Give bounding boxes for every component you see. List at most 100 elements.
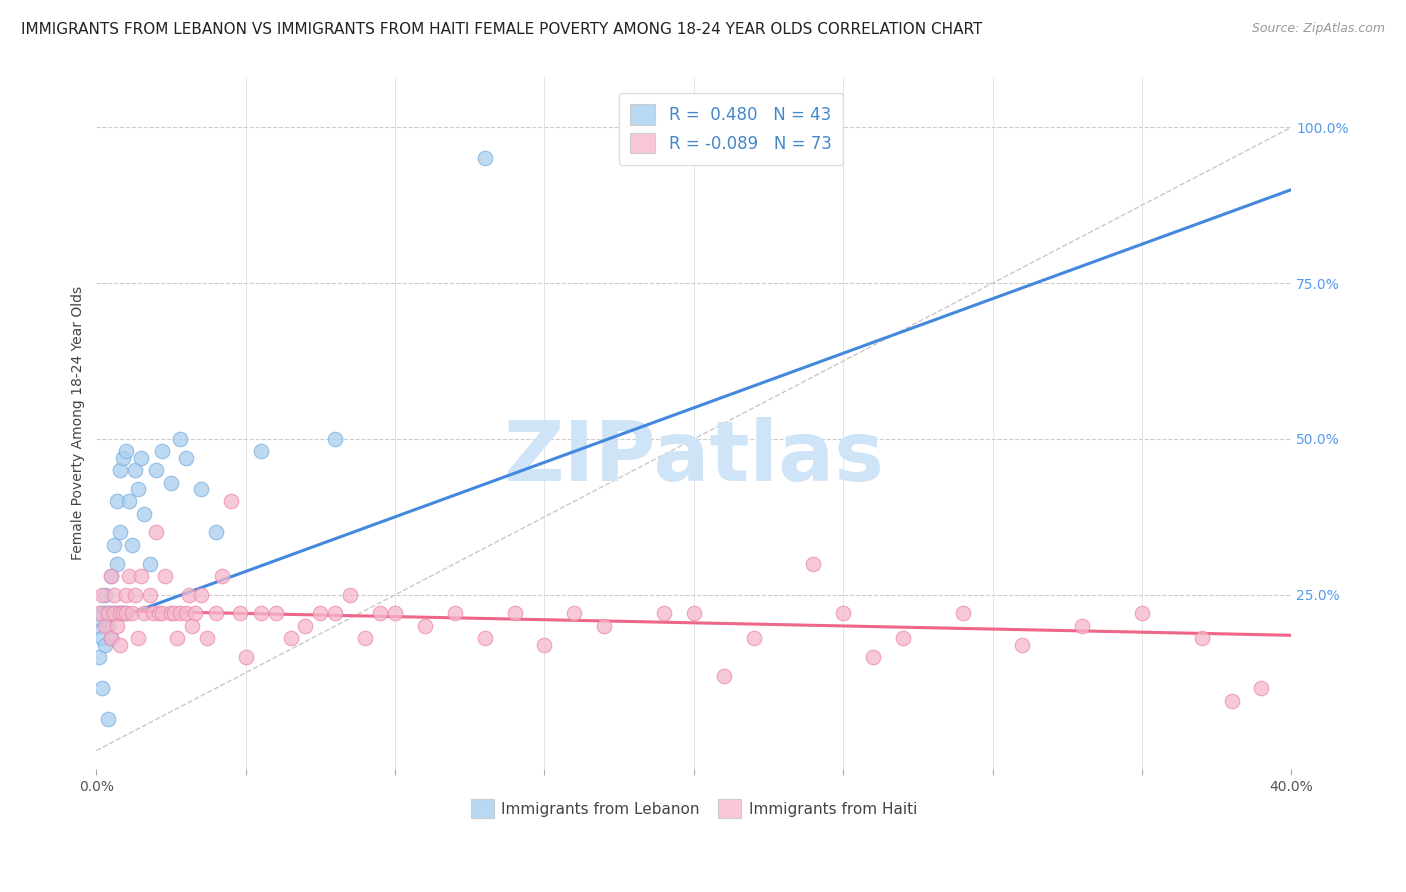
Point — [91, 588, 114, 602]
Point — [205, 525, 228, 540]
Point — [280, 632, 302, 646]
Point — [862, 650, 884, 665]
Point — [1071, 619, 1094, 633]
Point — [91, 607, 114, 621]
Point — [110, 607, 132, 621]
Point — [325, 432, 347, 446]
Point — [129, 450, 152, 465]
Point — [593, 619, 616, 633]
Y-axis label: Female Poverty Among 18-24 Year Olds: Female Poverty Among 18-24 Year Olds — [72, 286, 86, 560]
Point — [1130, 607, 1153, 621]
Point — [115, 444, 138, 458]
Point — [112, 607, 135, 621]
Point — [118, 569, 141, 583]
Point — [127, 632, 149, 646]
Point — [103, 588, 125, 602]
Point — [105, 494, 128, 508]
Point — [474, 152, 496, 166]
Point — [160, 475, 183, 490]
Point — [100, 632, 122, 646]
Point — [1191, 632, 1213, 646]
Point — [368, 607, 391, 621]
Point — [169, 432, 191, 446]
Point — [148, 607, 170, 621]
Point — [190, 482, 212, 496]
Point — [115, 607, 138, 621]
Point — [91, 632, 114, 646]
Point — [89, 650, 111, 665]
Point — [1250, 681, 1272, 696]
Point — [384, 607, 406, 621]
Point — [163, 607, 186, 621]
Point — [174, 450, 197, 465]
Point — [124, 463, 146, 477]
Point — [110, 463, 132, 477]
Point — [115, 607, 138, 621]
Point — [195, 632, 218, 646]
Point — [211, 569, 233, 583]
Point — [169, 607, 191, 621]
Point — [121, 538, 143, 552]
Point — [205, 607, 228, 621]
Point — [354, 632, 377, 646]
Point — [533, 638, 555, 652]
Point — [105, 607, 128, 621]
Point — [97, 619, 120, 633]
Point — [166, 632, 188, 646]
Point — [177, 588, 200, 602]
Point — [103, 607, 125, 621]
Point — [1011, 638, 1033, 652]
Point — [153, 569, 176, 583]
Point — [110, 638, 132, 652]
Point — [832, 607, 855, 621]
Point — [105, 619, 128, 633]
Point — [309, 607, 332, 621]
Point — [103, 538, 125, 552]
Point — [100, 607, 122, 621]
Point — [94, 619, 117, 633]
Point — [181, 619, 204, 633]
Point — [1220, 694, 1243, 708]
Text: ZIPatlas: ZIPatlas — [503, 417, 884, 499]
Point — [91, 681, 114, 696]
Point — [742, 632, 765, 646]
Point — [94, 638, 117, 652]
Point — [652, 607, 675, 621]
Text: Source: ZipAtlas.com: Source: ZipAtlas.com — [1251, 22, 1385, 36]
Point — [444, 607, 467, 621]
Point — [134, 607, 156, 621]
Point — [145, 463, 167, 477]
Legend: Immigrants from Lebanon, Immigrants from Haiti: Immigrants from Lebanon, Immigrants from… — [464, 793, 924, 824]
Point — [124, 588, 146, 602]
Point — [142, 607, 165, 621]
Point — [115, 588, 138, 602]
Point — [682, 607, 704, 621]
Point — [713, 669, 735, 683]
Point — [339, 588, 361, 602]
Point — [474, 632, 496, 646]
Point — [94, 607, 117, 621]
Point — [127, 482, 149, 496]
Point — [105, 557, 128, 571]
Point — [801, 557, 824, 571]
Point — [139, 588, 162, 602]
Point — [100, 632, 122, 646]
Point — [184, 607, 207, 621]
Point — [190, 588, 212, 602]
Point — [97, 607, 120, 621]
Point — [118, 494, 141, 508]
Point — [110, 607, 132, 621]
Point — [952, 607, 974, 621]
Point — [160, 607, 183, 621]
Point — [249, 444, 271, 458]
Point — [121, 607, 143, 621]
Point — [264, 607, 287, 621]
Point — [325, 607, 347, 621]
Point — [174, 607, 197, 621]
Point — [139, 557, 162, 571]
Point — [89, 619, 111, 633]
Point — [100, 569, 122, 583]
Point — [150, 607, 173, 621]
Point — [145, 525, 167, 540]
Point — [150, 444, 173, 458]
